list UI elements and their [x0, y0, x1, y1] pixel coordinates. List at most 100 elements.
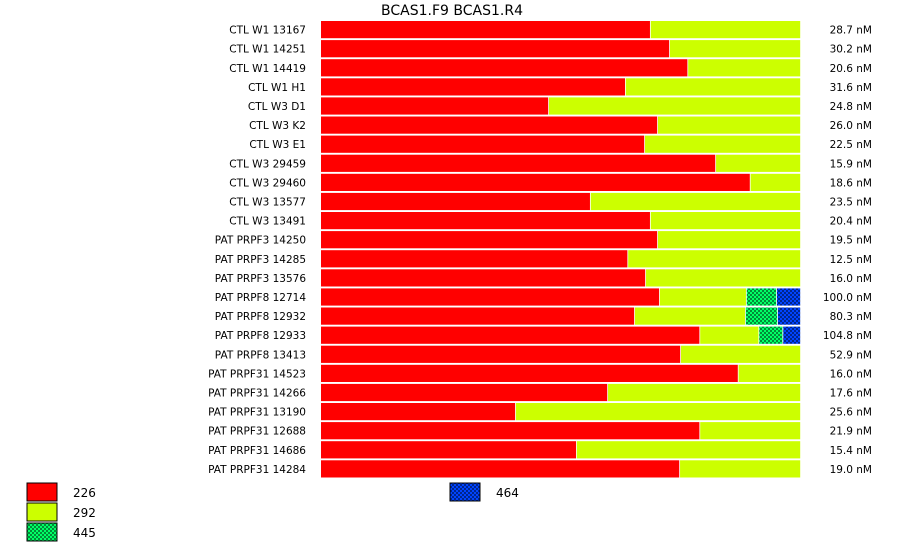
bar-segment-292-row-6 — [657, 116, 801, 134]
total-concentration-label: 18.6 nM — [830, 177, 872, 189]
bar-segment-292-row-21 — [515, 403, 801, 421]
bar-segment-445-row-16 — [745, 307, 778, 325]
total-concentration-label: 104.8 nM — [823, 330, 872, 342]
bar-segment-226-row-23 — [321, 441, 577, 459]
bar-segment-226-row-16 — [321, 307, 635, 325]
row-label: PAT PRPF31 13190 — [208, 407, 306, 419]
bar-segment-226-row-8 — [321, 154, 716, 172]
total-concentration-label: 21.9 nM — [830, 426, 872, 438]
row-label: PAT PRPF31 14284 — [208, 464, 306, 476]
bar-segment-226-row-7 — [321, 135, 645, 153]
bar-segment-226-row-9 — [321, 173, 750, 191]
total-concentration-label: 25.6 nM — [830, 407, 872, 419]
total-concentration-label: 52.9 nM — [830, 349, 872, 361]
legend-label-445: 445 — [73, 526, 96, 540]
total-concentration-label: 15.4 nM — [830, 445, 872, 457]
total-concentration-label: 12.5 nM — [830, 254, 872, 266]
bar-segment-292-row-3 — [688, 59, 801, 77]
bar-segment-226-row-13 — [321, 250, 628, 268]
total-concentration-label: 20.4 nM — [830, 216, 872, 228]
row-label: PAT PRPF8 13413 — [215, 349, 306, 361]
bar-segment-292-row-8 — [716, 154, 801, 172]
bar-segment-292-row-12 — [657, 231, 801, 249]
legend-swatch-292 — [26, 502, 58, 522]
bar-segment-226-row-18 — [321, 345, 681, 363]
row-label: CTL W3 13491 — [229, 216, 306, 228]
total-concentration-label: 19.5 nM — [830, 235, 872, 247]
bar-segment-226-row-6 — [321, 116, 658, 134]
bar-segment-226-row-24 — [321, 460, 680, 478]
bar-segment-292-row-17 — [700, 326, 759, 344]
bar-segment-226-row-21 — [321, 403, 516, 421]
row-label: CTL W1 14419 — [229, 63, 306, 75]
bars-group — [321, 21, 801, 478]
bar-segment-292-row-23 — [576, 441, 801, 459]
bar-segment-226-row-10 — [321, 192, 590, 211]
row-label: CTL W3 K2 — [249, 120, 306, 132]
bar-segment-292-row-9 — [750, 173, 801, 191]
bar-segment-292-row-13 — [628, 250, 801, 268]
row-label: PAT PRPF3 14285 — [215, 254, 306, 266]
bar-segment-292-row-22 — [700, 422, 801, 440]
total-concentration-label: 23.5 nM — [830, 197, 872, 209]
bar-segment-292-row-16 — [634, 307, 745, 325]
bar-segment-464-row-16 — [777, 307, 801, 325]
legend: 226 292 445 464 — [26, 482, 519, 542]
row-label: CTL W1 14251 — [229, 44, 306, 56]
bar-segment-226-row-14 — [321, 269, 646, 287]
row-label: PAT PRPF31 14686 — [208, 445, 306, 457]
bar-segment-226-row-3 — [321, 59, 688, 77]
bar-segment-292-row-11 — [650, 212, 801, 230]
row-label: CTL W3 E1 — [249, 139, 306, 151]
row-label: PAT PRPF8 12714 — [215, 292, 307, 304]
legend-swatch-464 — [449, 482, 481, 502]
total-concentration-label: 26.0 nM — [830, 120, 872, 132]
bar-segment-226-row-17 — [321, 326, 700, 344]
total-concentration-label: 20.6 nM — [830, 63, 872, 75]
legend-swatch-445 — [26, 522, 58, 542]
bar-segment-226-row-4 — [321, 78, 625, 96]
total-concentration-label: 16.0 nM — [830, 273, 872, 285]
legend-label-292: 292 — [73, 506, 96, 520]
bar-segment-292-row-18 — [681, 345, 801, 363]
bar-segment-292-row-20 — [608, 383, 801, 402]
bar-segment-292-row-10 — [590, 192, 801, 211]
total-concentration-label: 24.8 nM — [830, 101, 872, 113]
bar-segment-226-row-19 — [321, 364, 738, 382]
row-label: PAT PRPF8 12933 — [215, 330, 306, 342]
row-label: PAT PRPF8 12932 — [215, 311, 306, 323]
bar-segment-292-row-1 — [650, 21, 801, 39]
total-concentration-label: 30.2 nM — [830, 44, 872, 56]
bar-segment-292-row-24 — [680, 460, 801, 478]
bar-segment-292-row-2 — [669, 40, 801, 58]
total-concentration-label: 15.9 nM — [830, 158, 872, 170]
bar-segment-292-row-4 — [625, 78, 801, 96]
row-label: PAT PRPF31 14523 — [208, 368, 306, 380]
bar-segment-292-row-19 — [738, 364, 801, 382]
total-concentration-label: 80.3 nM — [830, 311, 872, 323]
row-labels-group: CTL W1 13167 CTL W1 14251 CTL W1 14419 CTL … — [208, 25, 306, 476]
total-concentration-label: 22.5 nM — [830, 139, 872, 151]
value-labels-group: 28.7 nM 30.2 nM 20.6 nM 31.6 nM 24.8 nM 26.0 … — [823, 25, 872, 476]
legend-label-226: 226 — [73, 486, 96, 500]
bar-segment-292-row-15 — [659, 288, 746, 306]
bar-segment-464-row-17 — [783, 326, 801, 344]
bar-segment-226-row-12 — [321, 231, 658, 249]
bar-segment-445-row-17 — [759, 326, 783, 344]
row-label: PAT PRPF31 14266 — [208, 388, 306, 400]
bar-segment-464-row-15 — [777, 288, 801, 306]
row-label: PAT PRPF31 12688 — [208, 426, 306, 438]
legend-label-464: 464 — [496, 486, 519, 500]
bar-segment-226-row-11 — [321, 212, 650, 230]
bar-segment-445-row-15 — [746, 288, 777, 306]
bar-segment-226-row-20 — [321, 383, 608, 402]
chart-title: BCAS1.F9 BCAS1.R4 — [381, 3, 523, 19]
row-label: CTL W3 29459 — [229, 158, 306, 170]
bar-segment-226-row-1 — [321, 21, 650, 39]
bar-segment-226-row-15 — [321, 288, 660, 306]
total-concentration-label: 28.7 nM — [830, 25, 872, 37]
bar-segment-226-row-2 — [321, 40, 670, 58]
bar-segment-226-row-22 — [321, 422, 700, 440]
bar-segment-292-row-5 — [549, 97, 801, 115]
